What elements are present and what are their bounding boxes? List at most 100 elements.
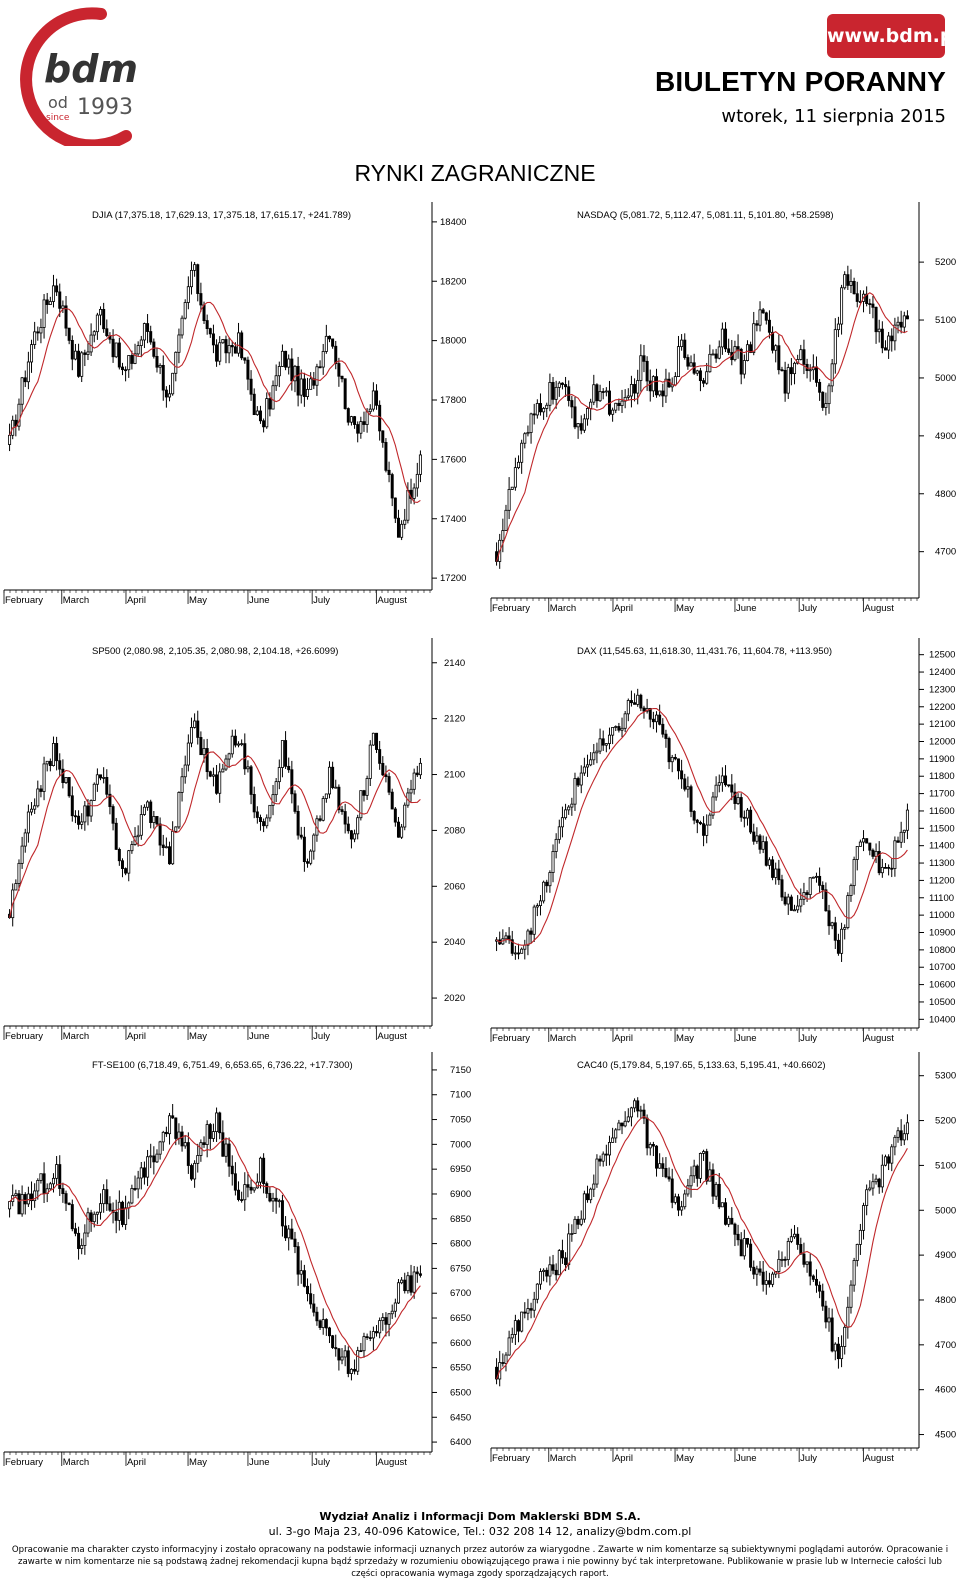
candle-down [105, 1189, 109, 1205]
candle-down [208, 328, 212, 335]
candle-down [233, 1173, 237, 1191]
candle-up [742, 1238, 746, 1257]
candle-down [877, 850, 881, 874]
candle-down [890, 867, 894, 870]
candle-up [133, 353, 137, 364]
candle-down [629, 700, 633, 704]
x-tick-label: June [736, 1033, 757, 1044]
candle-up [504, 509, 508, 531]
candle-down [670, 1178, 674, 1203]
candle-up [277, 1200, 281, 1203]
candle-up [629, 1107, 633, 1118]
candle-up [139, 339, 143, 346]
candle-down [161, 844, 165, 848]
site-url[interactable]: www.bdm.pl [827, 25, 960, 47]
x-tick-label: February [492, 1453, 530, 1464]
candle-up [51, 743, 55, 766]
candle-up [893, 840, 897, 869]
candle-down [695, 819, 699, 823]
candle-up [548, 382, 552, 406]
y-tick-label: 11100 [929, 893, 954, 904]
candle-up [227, 753, 231, 760]
x-tick-label: June [249, 1031, 270, 1042]
candle-down [742, 816, 746, 819]
candle-up [80, 821, 84, 825]
candle-up [786, 896, 790, 905]
candle-up [567, 806, 571, 811]
candle-down [174, 1117, 178, 1139]
candle-up [843, 927, 847, 930]
x-tick-label: May [189, 595, 207, 606]
candle-down [331, 338, 335, 347]
candle-down [676, 1196, 680, 1211]
candle-down [868, 842, 872, 851]
candle-up [523, 433, 527, 444]
candle-down [296, 1246, 300, 1275]
y-tick-label: 6950 [450, 1164, 471, 1175]
chart-nasdaq: 4700 4800 4900 5000 5100 5200 February March Apr… [487, 202, 960, 616]
x-tick-label: February [492, 1033, 530, 1044]
chart-title: DAX (11,545.63, 11,618.30, 11,431.76, 11… [577, 646, 832, 657]
candle-up [902, 1133, 906, 1141]
candle-down [501, 1362, 505, 1364]
candle-down [77, 350, 81, 377]
candle-down [155, 355, 159, 368]
candle-up [890, 1146, 894, 1164]
footer-disclaimer: Opracowanie ma charakter czysto informac… [11, 1545, 949, 1579]
candle-up [705, 371, 709, 384]
candle-up [586, 408, 590, 420]
candle-down [636, 1100, 640, 1112]
candle-down [302, 378, 306, 397]
candle-down [827, 910, 831, 927]
candle-down [111, 806, 115, 824]
candle-up [513, 467, 517, 488]
logo-od: od [48, 93, 68, 112]
candle-down [667, 378, 671, 388]
x-tick-label: February [5, 595, 43, 606]
candle-down [73, 815, 77, 818]
candle-up [171, 830, 175, 865]
candle-up [727, 1217, 731, 1225]
candle-down [390, 474, 394, 499]
candle-down [667, 738, 671, 763]
candle-up [227, 345, 231, 354]
candle-up [695, 370, 699, 374]
candle-up [526, 930, 530, 946]
candle-down [727, 784, 731, 787]
candle-up [168, 393, 172, 398]
candle-down [818, 1284, 822, 1292]
candle-down [538, 403, 542, 413]
candle-down [899, 1130, 903, 1141]
candle-down [224, 339, 228, 354]
x-tick-label: May [189, 1031, 207, 1042]
candle-down [855, 293, 859, 302]
moving-average-line [496, 1115, 908, 1380]
candle-down [258, 410, 262, 422]
candle-up [720, 1202, 724, 1208]
candle-down [67, 327, 71, 341]
candle-down [334, 345, 338, 364]
candle-up [711, 353, 715, 356]
candle-up [532, 906, 536, 935]
candle-up [20, 1194, 24, 1215]
candle-down [648, 708, 652, 720]
candle-down [42, 1173, 46, 1194]
candle-down [375, 732, 379, 750]
candle-down [58, 1164, 62, 1189]
candle-up [161, 1131, 165, 1143]
candle-down [724, 775, 728, 786]
candle-down [698, 370, 702, 382]
candle-down [796, 1233, 800, 1245]
y-tick-label: 17400 [440, 514, 466, 525]
candle-up [92, 331, 96, 336]
candle-down [149, 801, 153, 823]
y-tick-label: 11700 [929, 789, 955, 800]
candle-up [780, 1258, 784, 1261]
candle-up [520, 1311, 524, 1332]
candle-down [711, 1169, 715, 1197]
candle-up [680, 339, 684, 348]
x-tick-label: July [800, 1453, 817, 1464]
candle-up [833, 329, 837, 365]
candle-up [127, 850, 131, 874]
site-url-badge[interactable]: www.bdm.pl [827, 14, 960, 58]
